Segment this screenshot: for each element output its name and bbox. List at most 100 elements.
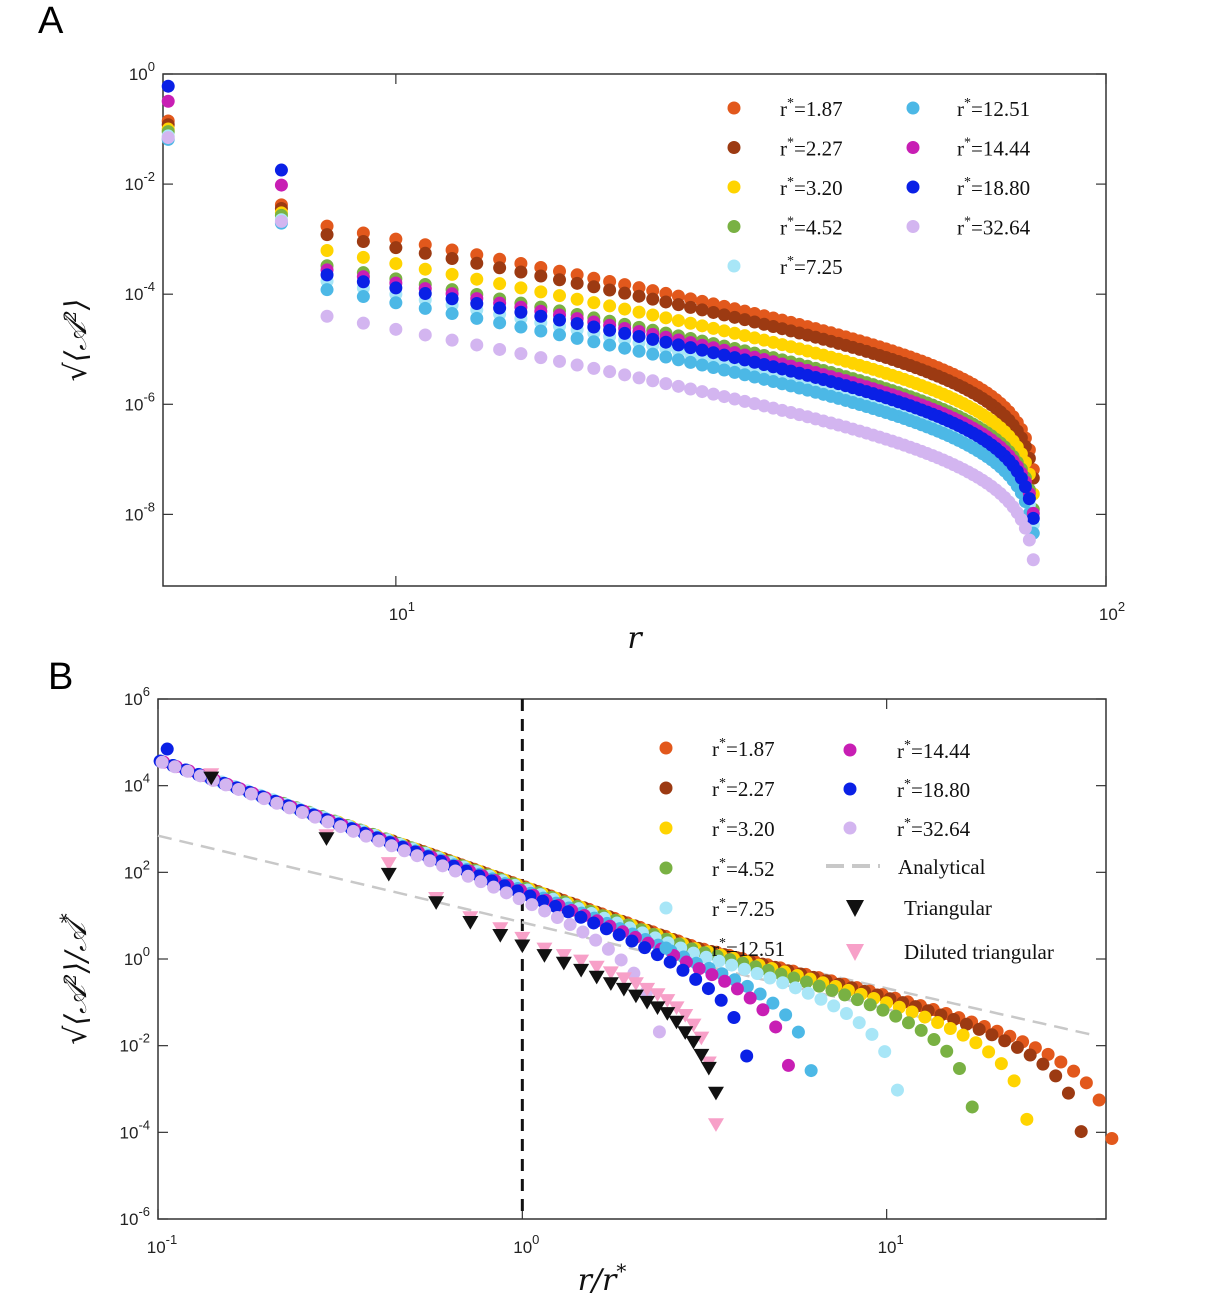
series-b-32.64 <box>155 755 666 1039</box>
data-point <box>852 1016 866 1030</box>
data-point <box>812 979 826 993</box>
data-point <box>814 992 828 1006</box>
data-point <box>972 1022 986 1036</box>
data-point <box>684 382 698 396</box>
data-point <box>727 1011 741 1025</box>
diluted-triangular-point <box>677 1008 694 1023</box>
data-point <box>965 1100 979 1114</box>
legend-diluted-label: Diluted triangular <box>904 940 1054 964</box>
data-point <box>671 338 685 352</box>
data-point <box>671 353 685 367</box>
data-point <box>599 922 613 936</box>
triangular-point <box>627 989 644 1004</box>
data-point <box>901 1016 915 1030</box>
triangular-point <box>318 832 335 846</box>
data-point <box>956 1028 970 1042</box>
data-point <box>725 958 739 972</box>
data-point <box>684 300 698 314</box>
legend-marker <box>727 180 741 194</box>
data-point <box>659 311 673 325</box>
y-axis-title-a: √⟨𝒜²⟩ <box>59 299 94 382</box>
data-point <box>717 390 731 404</box>
data-point <box>514 320 528 334</box>
data-point <box>659 335 673 349</box>
y-axis-title-a-text: √⟨𝒜²⟩ <box>59 299 94 382</box>
data-point <box>445 292 459 306</box>
triangular-point <box>514 939 531 954</box>
data-point <box>712 954 726 968</box>
data-point <box>1022 492 1036 506</box>
y-tick-label-b: 104 <box>124 771 150 796</box>
data-point <box>514 265 528 279</box>
triangular-point <box>649 1001 666 1015</box>
data-point <box>410 849 424 863</box>
data-point <box>514 281 528 295</box>
data-point <box>587 361 601 375</box>
data-point <box>244 787 258 801</box>
diluted-triangular-point <box>602 966 619 981</box>
legend-entry: r*=32.64 <box>897 816 971 841</box>
data-point <box>838 988 852 1002</box>
data-point <box>788 981 802 995</box>
data-point <box>779 1008 793 1022</box>
data-point <box>695 358 709 372</box>
data-point <box>632 344 646 358</box>
data-point <box>776 976 790 990</box>
x-tick-label-b: 101 <box>878 1232 904 1257</box>
data-point <box>684 341 698 355</box>
diluted-triangular-point <box>693 1031 710 1046</box>
legend-marker <box>906 180 920 194</box>
data-point <box>389 322 403 336</box>
data-point <box>728 310 742 324</box>
data-point <box>603 299 617 313</box>
data-point <box>389 296 403 310</box>
data-point <box>536 894 550 908</box>
data-point <box>603 283 617 297</box>
legend-entry: r*=2.27 <box>780 136 843 161</box>
data-point <box>538 904 552 918</box>
data-point <box>493 342 507 356</box>
triangular-point <box>462 915 479 930</box>
data-point <box>1036 1057 1050 1071</box>
data-point <box>1007 1074 1021 1088</box>
data-point <box>699 950 713 964</box>
triangular-point <box>380 867 397 882</box>
series-a-12.51 <box>161 132 1040 540</box>
data-point <box>1041 1047 1055 1061</box>
data-point <box>1054 1055 1068 1069</box>
data-point <box>168 760 182 774</box>
data-point <box>514 305 528 319</box>
data-point <box>671 298 685 312</box>
data-point <box>827 999 841 1013</box>
data-point <box>994 1057 1008 1071</box>
panel-label-b: B <box>48 656 74 698</box>
x-tick-label-a: 102 <box>1099 599 1125 624</box>
legend-marker <box>906 101 920 115</box>
data-point <box>646 332 660 346</box>
data-point <box>487 880 501 894</box>
legend-entry: r*=12.51 <box>957 96 1030 121</box>
data-point <box>689 972 703 986</box>
legend-entry: r*=3.20 <box>712 816 775 841</box>
data-point <box>346 824 360 838</box>
diluted-triangular-point <box>659 994 676 1008</box>
data-point <box>372 834 386 848</box>
triangular-point <box>700 1061 717 1076</box>
triangular-point <box>693 1048 710 1063</box>
diluted-triangular-point <box>627 977 644 991</box>
series-a-2.27 <box>161 118 1040 485</box>
data-point <box>274 163 288 177</box>
data-point <box>638 941 652 955</box>
data-point <box>274 214 288 228</box>
diluted-triangular-point <box>649 988 666 1002</box>
data-point <box>1049 1069 1063 1083</box>
data-point <box>695 303 709 317</box>
data-point <box>321 815 335 829</box>
data-point <box>791 1025 805 1039</box>
triangular-point <box>615 982 632 997</box>
data-point <box>952 1061 966 1075</box>
y-axis-title-b-text: √⟨𝒜²⟩/𝒜* <box>55 913 94 1044</box>
legend-marker <box>727 141 741 154</box>
data-point <box>587 916 601 930</box>
data-point <box>706 321 720 335</box>
